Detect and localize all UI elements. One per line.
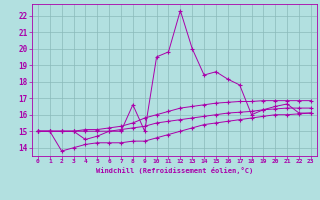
X-axis label: Windchill (Refroidissement éolien,°C): Windchill (Refroidissement éolien,°C) bbox=[96, 167, 253, 174]
